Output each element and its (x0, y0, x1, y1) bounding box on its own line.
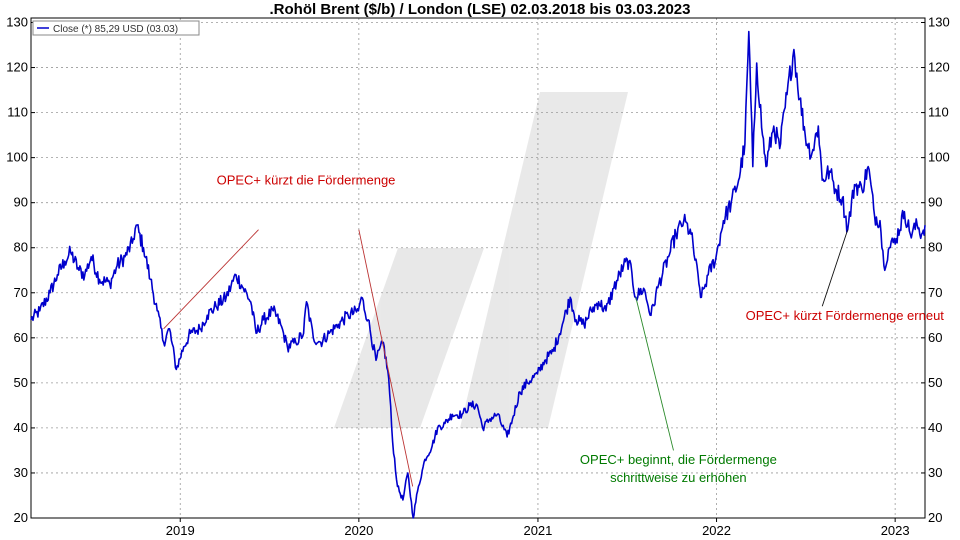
annotation-label-line2: schrittweise zu erhöhen (610, 470, 747, 485)
y-axis-right: 20 30 40 50 60 70 80 90 100 110 120 130 (921, 15, 950, 525)
y-axis-left: 20 30 40 50 60 70 80 90 100 110 120 130 (6, 15, 35, 525)
chart-title: .Rohöl Brent ($/b) / London (LSE) 02.03.… (270, 1, 691, 18)
y-tick-label-right: 70 (928, 285, 942, 300)
x-tick-label: 2021 (523, 523, 552, 538)
annotation-arrow (635, 297, 674, 451)
x-tick-label: 2019 (166, 523, 195, 538)
x-tick-label: 2023 (881, 523, 910, 538)
y-tick-label-right: 130 (928, 15, 950, 30)
y-tick-label-left: 70 (14, 285, 28, 300)
y-tick-label-left: 130 (6, 15, 28, 30)
y-tick-label-left: 30 (14, 465, 28, 480)
legend-box (32, 20, 200, 36)
annotation-arrow (163, 229, 259, 330)
y-tick-label-left: 110 (7, 105, 28, 120)
chart-grid (31, 18, 925, 519)
annotation-arrow (358, 229, 414, 487)
y-tick-label-right: 30 (928, 465, 942, 480)
y-tick-label-left: 80 (14, 240, 28, 255)
y-tick-label-right: 100 (928, 150, 950, 165)
series-layer (30, 30, 926, 519)
legend-label: Close (*) 85,29 USD (03.03) (53, 24, 178, 35)
y-tick-label-right: 40 (928, 420, 942, 435)
y-tick-label-left: 60 (14, 330, 28, 345)
y-tick-label-right: 110 (928, 105, 949, 120)
y-tick-label-left: 100 (6, 150, 28, 165)
y-tick-label-left: 40 (14, 420, 28, 435)
y-tick-label-right: 20 (928, 510, 942, 525)
y-tick-label-left: 50 (14, 375, 28, 390)
y-tick-label-right: 60 (928, 330, 942, 345)
y-tick-label-left: 120 (6, 60, 28, 75)
annotations: OPEC+ kürzt die Fördermenge OPEC+ kürzt F… (163, 173, 945, 487)
plot-frame (30, 17, 926, 519)
annotation-label: OPEC+ kürzt die Fördermenge (217, 173, 396, 188)
x-tick-label: 2020 (344, 523, 373, 538)
y-tick-label-left: 20 (14, 510, 28, 525)
legend: Close (*) 85,29 USD (03.03) (32, 20, 200, 36)
watermark-logo (334, 92, 628, 428)
y-tick-label-right: 120 (928, 60, 950, 75)
annotation-label: OPEC+ beginnt, die Fördermenge (580, 452, 777, 467)
annotation-label: OPEC+ kürzt Fördermenge erneut (746, 308, 945, 323)
x-axis: 2019 2020 2021 2022 2023 (166, 518, 910, 538)
series-line-close (30, 30, 926, 519)
annotation-arrow (821, 229, 849, 307)
y-tick-label-right: 50 (928, 375, 942, 390)
y-tick-label-right: 90 (928, 195, 942, 210)
y-tick-label-left: 90 (14, 195, 28, 210)
y-tick-label-right: 80 (928, 240, 942, 255)
x-tick-label: 2022 (702, 523, 731, 538)
